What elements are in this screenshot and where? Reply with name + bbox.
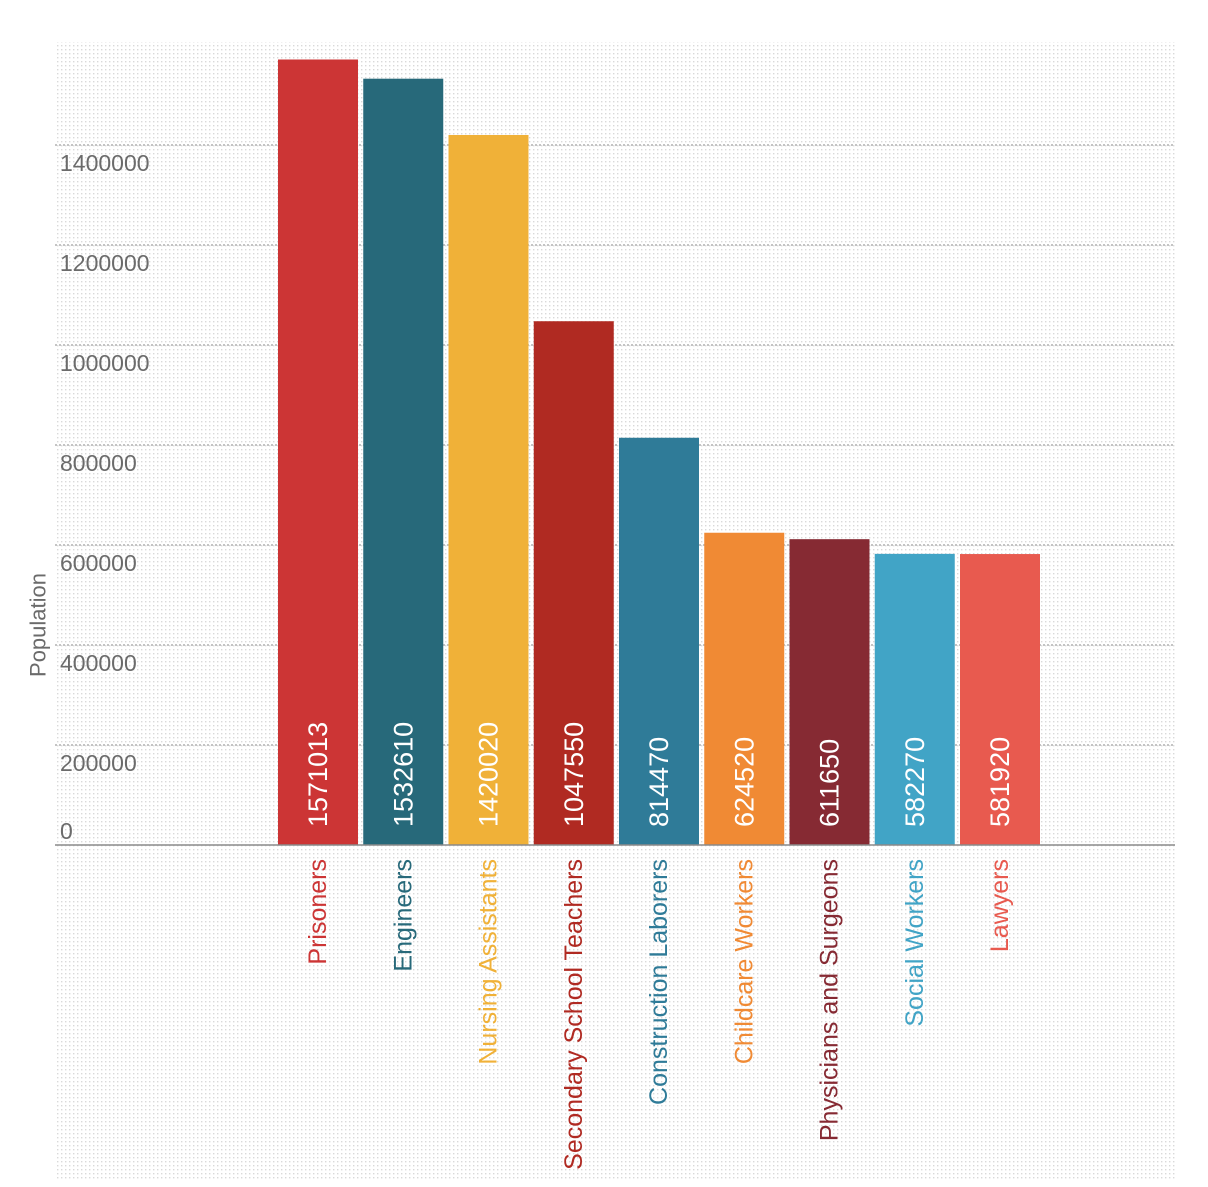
x-tick-label: Nursing Assistants: [475, 859, 503, 1065]
y-axis-ticks: 0 200000 400000 600000 800000 1000000 1200000 1…: [60, 150, 150, 844]
y-tick-label: 1400000: [60, 150, 150, 176]
x-tick-label: Childcare Workers: [730, 859, 758, 1064]
value-label: 582270: [900, 737, 930, 827]
bars: [278, 59, 1040, 846]
value-label: 581920: [985, 737, 1015, 827]
bar-physicians-and-surgeons: [789, 539, 870, 845]
value-label: 1047550: [559, 722, 589, 827]
bar-prisoners: [278, 59, 358, 845]
value-label: 624520: [729, 737, 759, 827]
value-label: 1420020: [474, 722, 504, 827]
bar-lawyers: [960, 554, 1040, 845]
value-label: 1532610: [388, 722, 418, 827]
bar-construction-laborers: [619, 437, 699, 845]
y-tick-label: 400000: [60, 650, 137, 676]
y-tick-label: 800000: [60, 450, 137, 476]
bar-nursing-assistants: [448, 134, 529, 846]
y-tick-label: 0: [60, 818, 73, 844]
value-labels: 1571013 1532610 1420020 1047550 814470 624520…: [303, 722, 1015, 827]
value-label: 611650: [815, 739, 845, 827]
y-tick-label: 600000: [60, 550, 137, 576]
value-label: 814470: [644, 737, 674, 827]
y-axis-label: Population: [26, 573, 51, 677]
bar-secondary-school-teachers: [533, 321, 614, 846]
x-tick-label: Lawyers: [986, 859, 1014, 952]
x-tick-label: Construction Laborers: [645, 859, 673, 1105]
x-tick-label: Secondary School Teachers: [560, 859, 588, 1170]
x-tick-label: Prisoners: [304, 859, 332, 965]
x-tick-label: Physicians and Surgeons: [816, 859, 844, 1141]
bar-childcare-workers: [704, 532, 785, 845]
x-tick-label: Engineers: [389, 859, 417, 972]
bar-engineers: [363, 78, 444, 845]
y-tick-label: 1200000: [60, 250, 150, 276]
y-tick-label: 200000: [60, 750, 137, 776]
x-tick-label: Social Workers: [901, 859, 929, 1027]
y-tick-label: 1000000: [60, 350, 150, 376]
value-label: 1571013: [303, 722, 333, 827]
bar-social-workers: [874, 553, 955, 845]
x-axis-ticks: Prisoners Engineers Nursing Assistants Seco…: [304, 859, 1014, 1170]
